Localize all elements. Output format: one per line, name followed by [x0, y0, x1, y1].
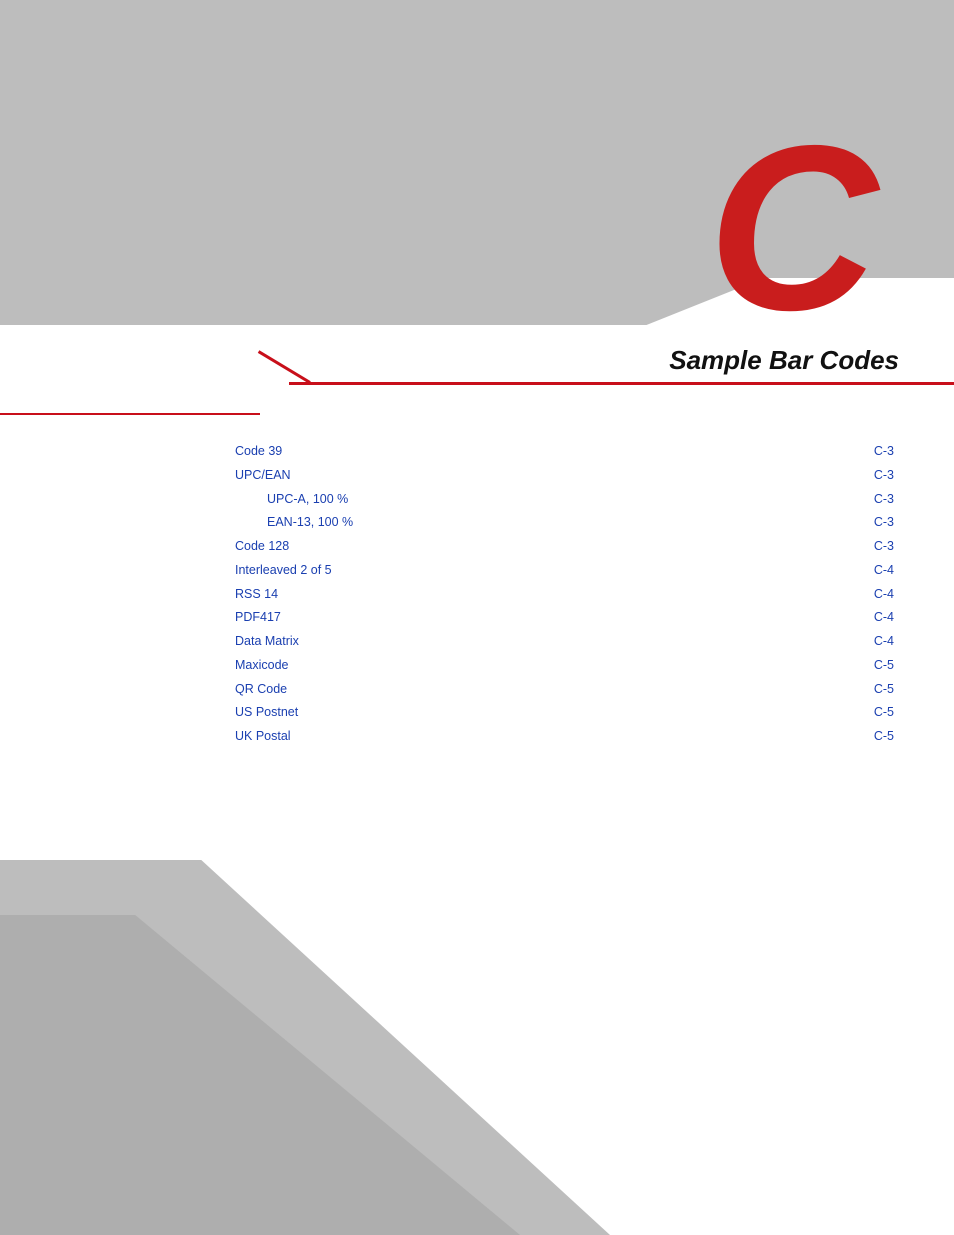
toc-entry[interactable]: RSS 14 C-4 [235, 583, 894, 607]
toc-entry[interactable]: Code 39 C-3 [235, 440, 894, 464]
toc-entry[interactable]: PDF417 C-4 [235, 606, 894, 630]
toc-leader-dots [351, 490, 869, 503]
red-rule-top [289, 382, 954, 385]
chapter-title: Sample Bar Codes [669, 345, 899, 376]
toc-entry-page: C-5 [872, 678, 894, 702]
toc-entry[interactable]: UK Postal C-5 [235, 725, 894, 749]
toc-entry[interactable]: Data Matrix C-4 [235, 630, 894, 654]
toc-entry-label: US Postnet [235, 701, 298, 725]
chapter-letter-wrap: C [714, 130, 894, 325]
toc-entry-page: C-5 [872, 701, 894, 725]
toc-entry-page: C-4 [872, 559, 894, 583]
red-rule-bottom [0, 413, 260, 415]
toc-leader-dots [302, 633, 869, 646]
toc-leader-dots [335, 561, 869, 574]
table-of-contents: Code 39C-3UPC/EANC-3UPC-A, 100 %C-3EAN-1… [235, 440, 894, 749]
toc-entry-page: C-3 [872, 535, 894, 559]
toc-entry-page: C-4 [872, 630, 894, 654]
toc-leader-dots [294, 466, 869, 479]
toc-entry-label: EAN-13, 100 % [267, 511, 353, 535]
toc-entry[interactable]: Code 128 C-3 [235, 535, 894, 559]
toc-leader-dots [292, 656, 869, 669]
toc-entry[interactable]: QR Code C-5 [235, 678, 894, 702]
toc-entry-label: PDF417 [235, 606, 281, 630]
toc-leader-dots [290, 680, 869, 693]
toc-leader-dots [284, 609, 869, 622]
toc-entry-label: Code 128 [235, 535, 289, 559]
toc-entry-label: Interleaved 2 of 5 [235, 559, 332, 583]
toc-leader-dots [356, 514, 869, 527]
toc-entry-page: C-5 [872, 654, 894, 678]
toc-entry-page: C-3 [872, 464, 894, 488]
toc-entry-page: C-5 [872, 725, 894, 749]
toc-entry-label: UK Postal [235, 725, 291, 749]
toc-entry-label: UPC/EAN [235, 464, 291, 488]
toc-entry[interactable]: UPC/EAN C-3 [235, 464, 894, 488]
toc-entry-page: C-4 [872, 606, 894, 630]
toc-entry-label: RSS 14 [235, 583, 278, 607]
toc-entry-label: Maxicode [235, 654, 289, 678]
toc-leader-dots [301, 704, 869, 717]
toc-entry-label: Data Matrix [235, 630, 299, 654]
toc-entry-page: C-3 [872, 488, 894, 512]
toc-entry-page: C-3 [872, 440, 894, 464]
toc-entry-label: Code 39 [235, 440, 282, 464]
toc-entry[interactable]: Maxicode C-5 [235, 654, 894, 678]
toc-entry[interactable]: US Postnet C-5 [235, 701, 894, 725]
chapter-letter: C [714, 132, 888, 325]
toc-leader-dots [281, 585, 869, 598]
toc-entry-label: UPC-A, 100 % [267, 488, 348, 512]
toc-leader-dots [294, 728, 869, 741]
toc-entry-page: C-4 [872, 583, 894, 607]
toc-entry[interactable]: Interleaved 2 of 5 C-4 [235, 559, 894, 583]
toc-leader-dots [292, 538, 869, 551]
toc-entry[interactable]: EAN-13, 100 % C-3 [235, 511, 894, 535]
toc-leader-dots [285, 443, 869, 456]
toc-entry-label: QR Code [235, 678, 287, 702]
toc-entry[interactable]: UPC-A, 100 % C-3 [235, 488, 894, 512]
toc-entry-page: C-3 [872, 511, 894, 535]
